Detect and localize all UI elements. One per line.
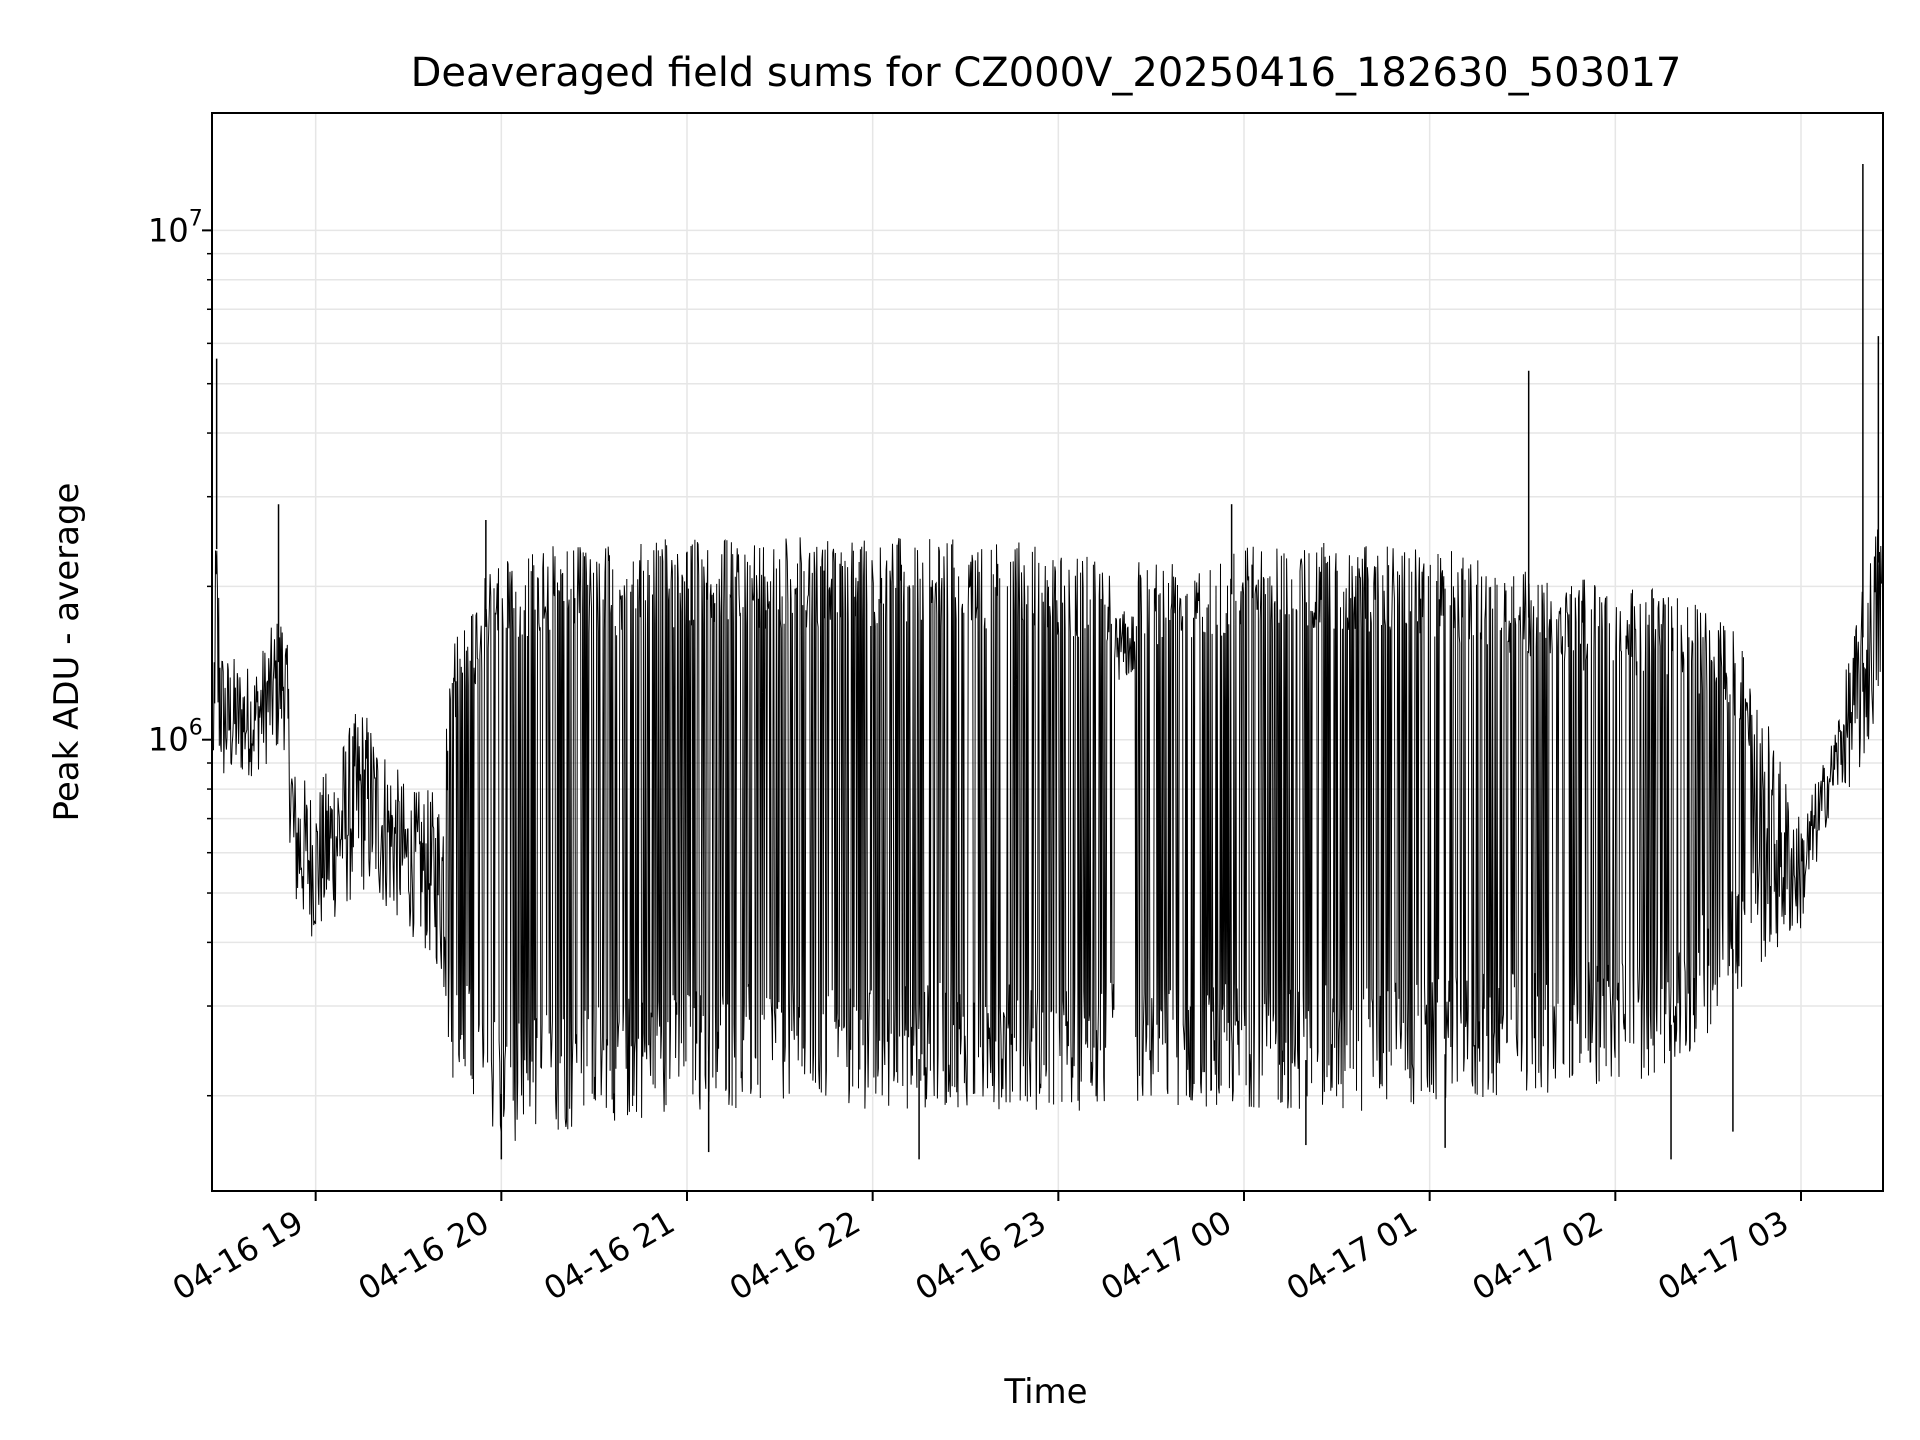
- series-line: [213, 529, 1882, 1141]
- x-axis-label: Time: [1003, 1372, 1087, 1412]
- y-axis-label: Peak ADU - average: [47, 483, 87, 822]
- y-tick-label: 106: [148, 716, 203, 759]
- plot-frame: [211, 112, 1884, 1192]
- y-tick-label: 107: [148, 206, 203, 249]
- y-axis: 106 107: [148, 206, 212, 1097]
- series-layer: [213, 163, 1882, 1160]
- chart-title: Deaveraged field sums for CZ000V_2025041…: [411, 50, 1682, 96]
